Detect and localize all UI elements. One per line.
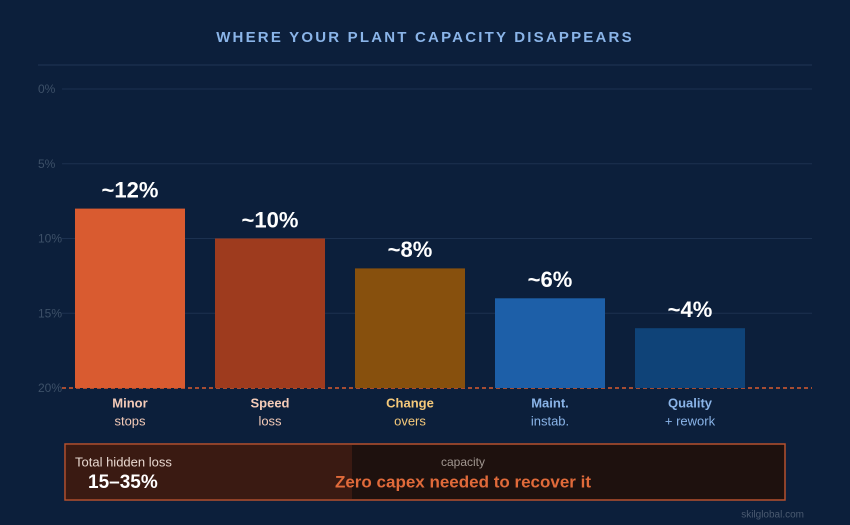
summary-message: Zero capex needed to recover it <box>335 472 591 491</box>
x-tick-note: + rework <box>665 413 716 428</box>
value-label: ~6% <box>528 267 573 292</box>
summary-note: capacity <box>441 455 485 469</box>
value-label: ~12% <box>102 177 159 202</box>
x-tick-note: overs <box>394 413 426 428</box>
y-tick-label: 20% <box>38 381 62 395</box>
bar <box>215 238 325 388</box>
bar <box>355 268 465 388</box>
x-tick-note: instab. <box>531 413 569 428</box>
x-tick-label: Speed <box>250 395 289 410</box>
x-tick-label: Maint. <box>531 395 569 410</box>
y-tick-label: 0% <box>38 82 56 96</box>
x-tick-note: loss <box>258 413 282 428</box>
y-tick-label: 10% <box>38 232 62 246</box>
value-label: ~4% <box>668 297 713 322</box>
value-label: ~8% <box>388 237 433 262</box>
y-tick-label: 15% <box>38 306 62 320</box>
bar <box>495 298 605 388</box>
x-tick-label: Quality <box>668 395 713 410</box>
chart-title: WHERE YOUR PLANT CAPACITY DISAPPEARS <box>216 29 634 46</box>
x-tick-label: Change <box>386 395 434 410</box>
bar <box>635 328 745 388</box>
y-tick-label: 5% <box>38 157 56 171</box>
summary-box: Total hidden loss 15–35% capacity Zero c… <box>64 443 786 501</box>
x-tick-label: Minor <box>112 395 147 410</box>
summary-left <box>66 445 352 499</box>
summary-label: Total hidden loss <box>75 454 172 469</box>
bar <box>75 208 185 388</box>
summary-value: 15–35% <box>88 472 158 493</box>
value-label: ~10% <box>242 207 299 232</box>
x-tick-note: stops <box>114 413 146 428</box>
footer: skilglobal.com <box>741 510 804 521</box>
